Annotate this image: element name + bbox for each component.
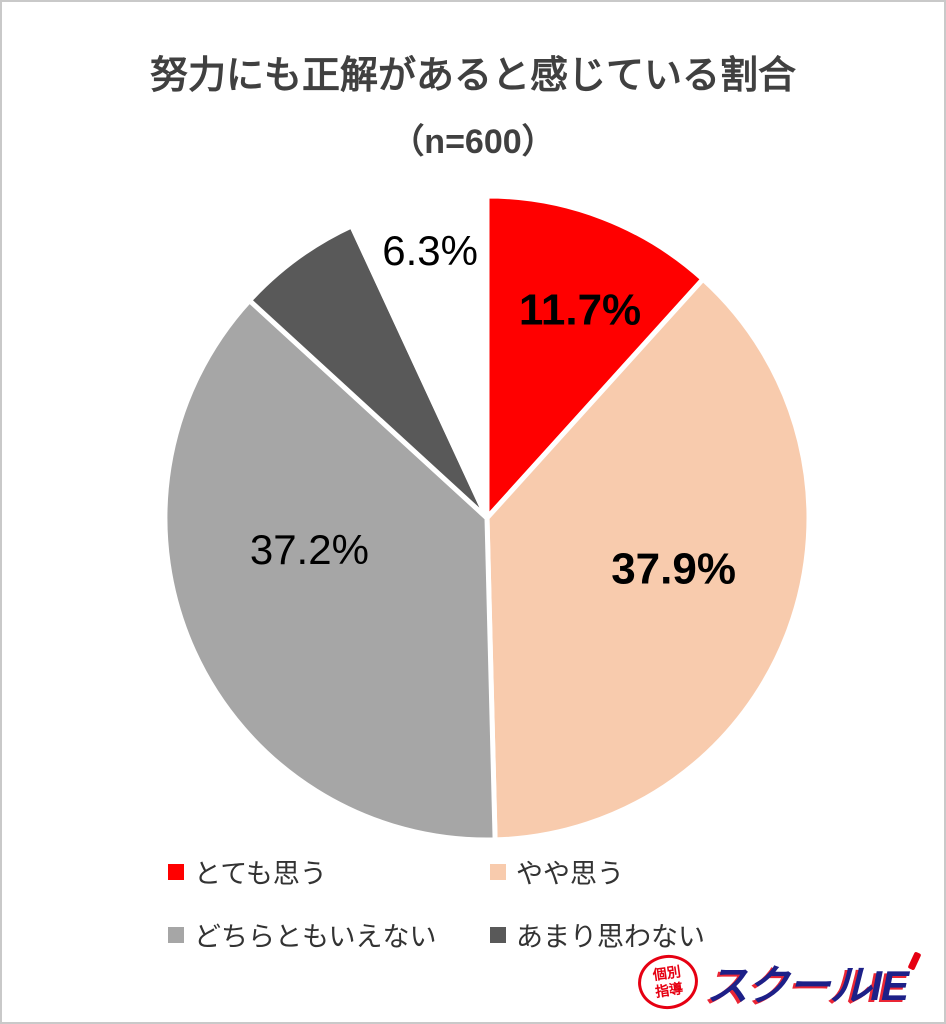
pie-slice-5 <box>349 193 490 521</box>
pie-slice-2 <box>484 276 812 843</box>
legend-swatch <box>490 926 506 943</box>
legend-label: あまり思わない <box>516 922 705 952</box>
pie-slice-3 <box>162 298 498 843</box>
pie-value-label-2: 37.9% <box>611 544 736 593</box>
legend-label: どちらともいえない <box>194 922 437 952</box>
legend-label: とても思う <box>194 859 327 889</box>
pie-value-label-4: 6.3% <box>382 227 478 274</box>
pie-slice-1 <box>484 193 706 521</box>
legend-item-amari-omowanai: あまり思わない <box>490 915 705 954</box>
legend-label: やや思う <box>516 859 624 889</box>
chart-subtitle: （n=600） <box>390 123 556 161</box>
logo-brand-text: スクールIE <box>706 961 909 1009</box>
legend-item-dochira-tomo-ienai: どちらともいえない <box>168 915 490 954</box>
legend-swatch <box>168 926 184 943</box>
pie-svg: 11.7% 37.9% 37.2% 6.3% <box>162 193 812 843</box>
logo-tagline-oval: 個別 指導 <box>634 951 702 1013</box>
pie-chart: 11.7% 37.9% 37.2% 6.3% <box>153 184 821 852</box>
chart-title: 努力にも正解があると感じている割合 <box>149 55 796 97</box>
legend-swatch <box>168 863 184 880</box>
logo-tagline-line2: 指導 <box>654 980 685 1000</box>
legend-item-yaya-omou: やや思う <box>490 852 705 891</box>
school-ie-logo: 個別 指導 スクールIE <box>634 950 922 1014</box>
logo-spark-icon <box>907 951 922 971</box>
legend-item-totemo-omou: とても思う <box>168 852 490 891</box>
pie-value-label-1: 11.7% <box>519 286 641 335</box>
chart-legend: とても思う やや思う どちらともいえない あまり思わない <box>168 852 705 954</box>
pie-value-label-3: 37.2% <box>250 526 369 573</box>
legend-swatch <box>490 863 506 880</box>
